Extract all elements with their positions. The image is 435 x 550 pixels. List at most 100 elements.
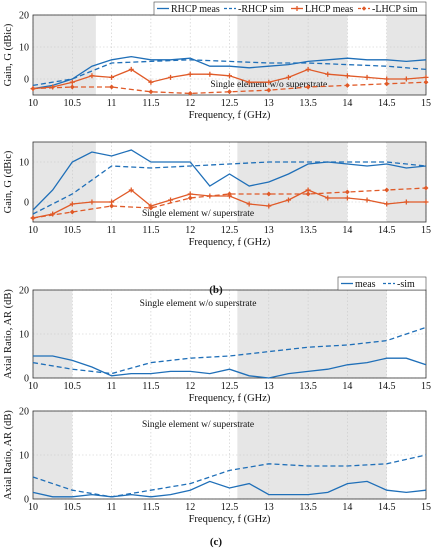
x-tick-label: 12.5 [221, 381, 239, 392]
data-point-marker [69, 79, 75, 85]
data-point-marker [423, 74, 429, 80]
data-point-marker [69, 209, 75, 215]
legend-entry-label: meas [355, 279, 376, 290]
panel-annotation: Single element w/ superstrate [142, 209, 254, 219]
legend-box [153, 1, 427, 16]
x-tick-label: 10 [28, 98, 38, 109]
data-point-marker [30, 215, 36, 221]
data-point-marker [305, 191, 311, 197]
data-point-marker [148, 89, 154, 95]
chart-legend: meas -sim [337, 276, 427, 291]
y-axis-label: Axial Ratio, AR (dB) [3, 289, 14, 379]
data-point-marker [187, 90, 193, 96]
x-tick-label: 15 [421, 225, 431, 236]
x-tick-label: 10 [28, 502, 38, 513]
data-point-marker [266, 203, 272, 209]
plot-frame [32, 289, 427, 379]
legend-entry-label: -sim [397, 279, 415, 290]
data-point-marker [69, 201, 75, 207]
data-point-marker [403, 199, 409, 205]
x-tick-label: 11.5 [142, 98, 159, 109]
y-axis-label: Gain, G (dBic) [3, 23, 14, 86]
x-tick-label: 14.5 [378, 225, 396, 236]
x-tick-label: 13 [264, 381, 274, 392]
data-point-marker [168, 197, 174, 203]
shaded-band [237, 290, 387, 378]
chart-panel-2: 10 0 10 10.5 11 11.5 12 12.5 13 13.5 14 14.5 15 Frequ… [3, 141, 431, 248]
x-tick-label: 10.5 [64, 381, 82, 392]
x-tick-label: 15 [421, 98, 431, 109]
data-point-marker [305, 84, 311, 90]
x-axis-label: Frequency, f (GHz) [189, 237, 271, 248]
x-tick-label: 12.5 [221, 225, 239, 236]
data-point-marker [168, 74, 174, 80]
x-tick-label: 11 [107, 98, 117, 109]
y-tick-label: 20 [19, 11, 29, 22]
y-tick-label: 0 [24, 198, 29, 209]
data-point-marker [384, 76, 390, 82]
x-tick-label: 10.5 [64, 502, 82, 513]
y-tick-label: 0 [24, 374, 29, 385]
data-point-marker [364, 74, 370, 80]
x-tick-label: 14.5 [378, 381, 396, 392]
series-line-4 [32, 187, 427, 219]
y-axis-label: Axial Ratio, AR (dB) [3, 410, 14, 500]
data-point-marker [285, 74, 291, 80]
data-point-marker [325, 195, 331, 201]
x-tick-label: 12 [185, 98, 195, 109]
series-line-2 [32, 161, 427, 215]
x-tick-label: 12 [185, 502, 195, 513]
legend-box [337, 276, 427, 291]
plot-frame [32, 141, 427, 223]
x-tick-label: 12 [185, 225, 195, 236]
chart-panel-1: 20 10 0 10 10.5 11 11.5 12 12.5 13 13.5 14 14.5 15 Fre… [3, 1, 431, 121]
legend-marker [361, 6, 367, 11]
x-tick-label: 13 [264, 502, 274, 513]
caption-c: (c) [210, 536, 223, 548]
x-tick-label: 11.5 [142, 225, 159, 236]
data-point-marker [344, 189, 350, 195]
data-point-marker [246, 79, 252, 85]
shaded-band [237, 142, 348, 222]
data-point-marker [344, 195, 350, 201]
series-line-1 [33, 355, 427, 379]
data-point-marker [69, 84, 75, 90]
panel-annotation: Single element w/o superstrate [140, 299, 257, 309]
legend-entry-label: -LHCP sim [372, 4, 418, 15]
x-tick-label: 10.5 [64, 98, 82, 109]
data-point-marker [305, 66, 311, 72]
data-point-marker [384, 187, 390, 193]
data-point-marker [384, 201, 390, 207]
series-line-2 [32, 326, 427, 375]
data-point-marker [423, 79, 429, 85]
data-point-marker [384, 81, 390, 87]
x-tick-label: 13 [264, 225, 274, 236]
x-tick-label: 14 [342, 502, 352, 513]
data-point-marker [364, 197, 370, 203]
y-tick-label: 10 [19, 43, 29, 54]
x-tick-label: 10 [28, 381, 38, 392]
panel-annotation: Single element w/ superstrate [142, 420, 254, 430]
x-tick-label: 12.5 [221, 98, 239, 109]
data-point-marker [266, 191, 272, 197]
data-point-marker [128, 187, 134, 193]
data-point-marker [128, 66, 134, 72]
y-axis-label: Gain, G (dBic) [3, 150, 14, 213]
x-tick-label: 13.5 [299, 381, 317, 392]
data-point-marker [325, 71, 331, 77]
data-point-marker [266, 79, 272, 85]
data-point-marker [30, 86, 36, 92]
data-point-marker [226, 89, 233, 95]
shaded-band [33, 290, 73, 378]
legend-marker [294, 6, 300, 11]
y-tick-label: 10 [19, 158, 29, 169]
data-point-marker [109, 84, 115, 90]
panel-annotation: Single element w/o superstrate [210, 80, 327, 90]
data-point-marker [403, 76, 409, 82]
x-tick-label: 12 [185, 381, 195, 392]
x-tick-label: 11 [107, 502, 117, 513]
data-point-marker [423, 185, 429, 191]
shaded-band [237, 411, 387, 499]
shaded-band [386, 142, 426, 222]
